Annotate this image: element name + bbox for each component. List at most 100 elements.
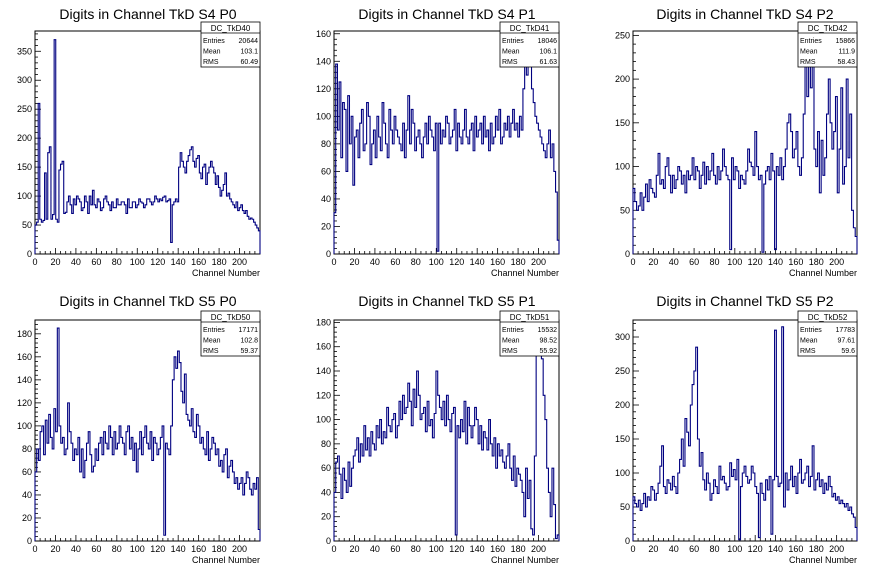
x-tick-label: 100 xyxy=(727,544,742,554)
stats-value-rms: 58.43 xyxy=(837,59,855,66)
chart-title: Digits in Channel TkD S5 P2 xyxy=(656,293,833,309)
histogram-panel-1: Digits in Channel TkD S4 P1 0 20 40 60 80 100 1… xyxy=(316,6,560,278)
x-tick-label: 180 xyxy=(809,257,824,267)
histogram-panel-3: Digits in Channel TkD S5 P0 0 20 40 60 80 100 1… xyxy=(17,293,261,565)
x-tick-label: 140 xyxy=(768,257,783,267)
x-tick-label: 80 xyxy=(709,544,719,554)
stats-box: DC_TkD50 Entries 17171 Mean 102.8 RMS 59.37 xyxy=(200,310,261,357)
stats-key-mean: Mean xyxy=(800,338,818,345)
stats-value-rms: 59.6 xyxy=(841,348,855,355)
x-tick-label: 100 xyxy=(429,544,444,554)
x-tick-label: 80 xyxy=(411,544,421,554)
stats-box-frame xyxy=(200,21,261,68)
y-tick-label: 0 xyxy=(326,249,331,259)
stats-box: DC_TkD41 Entries 18046 Mean 106.1 RMS 61.63 xyxy=(499,21,560,68)
y-tick-label: 200 xyxy=(615,74,630,84)
y-tick-label: 100 xyxy=(316,111,331,121)
x-tick-label: 120 xyxy=(150,544,165,554)
x-tick-label: 120 xyxy=(748,544,763,554)
y-tick-label: 50 xyxy=(620,205,630,215)
y-tick-label: 350 xyxy=(17,46,32,56)
x-tick-label: 120 xyxy=(449,257,464,267)
y-tick-label: 60 xyxy=(321,463,331,473)
y-tick-label: 0 xyxy=(326,536,331,546)
x-tick-label: 140 xyxy=(171,544,186,554)
y-tick-label: 0 xyxy=(27,536,32,546)
y-tick-label: 250 xyxy=(615,366,630,376)
x-tick-label: 40 xyxy=(370,544,380,554)
stats-key-rms: RMS xyxy=(502,348,518,355)
x-tick-label: 20 xyxy=(648,544,658,554)
x-tick-label: 100 xyxy=(429,257,444,267)
chart-title: Digits in Channel TkD S5 P0 xyxy=(59,293,236,309)
histogram-panel-5: Digits in Channel TkD S5 P2 0 20 40 60 80 100 1… xyxy=(615,293,858,565)
stats-key-rms: RMS xyxy=(502,59,518,66)
x-tick-label: 160 xyxy=(490,257,505,267)
histogram-series-0 xyxy=(34,327,261,541)
stats-value-entries: 17171 xyxy=(239,327,259,334)
histogram-series-0 xyxy=(632,39,858,254)
y-tick-label: 300 xyxy=(615,332,630,342)
histogram-series-0 xyxy=(333,321,560,541)
x-tick-label: 0 xyxy=(331,544,336,554)
x-tick-label: 0 xyxy=(331,257,336,267)
stats-box: DC_TkD42 Entries 15866 Mean 111.9 RMS 58.43 xyxy=(797,21,858,68)
y-tick-label: 40 xyxy=(321,487,331,497)
x-tick-label: 80 xyxy=(411,257,421,267)
stats-name: DC_TkD40 xyxy=(211,24,251,33)
stats-key-mean: Mean xyxy=(203,338,221,345)
y-tick-label: 180 xyxy=(316,317,331,327)
stats-key-entries: Entries xyxy=(502,327,524,334)
x-tick-label: 120 xyxy=(150,257,165,267)
x-tick-label: 40 xyxy=(71,544,81,554)
y-tick-label: 100 xyxy=(17,191,32,201)
stats-value-entries: 18046 xyxy=(538,38,558,45)
x-tick-label: 20 xyxy=(50,544,60,554)
stats-value-entries: 20644 xyxy=(239,38,259,45)
x-tick-label: 0 xyxy=(32,257,37,267)
x-tick-label: 60 xyxy=(689,544,699,554)
y-tick-label: 80 xyxy=(22,444,32,454)
y-tick-label: 0 xyxy=(27,249,32,259)
stats-value-rms: 61.63 xyxy=(539,59,557,66)
x-tick-label: 120 xyxy=(748,257,763,267)
histogram-series-0 xyxy=(632,326,858,541)
x-tick-label: 100 xyxy=(130,544,145,554)
x-tick-label: 160 xyxy=(788,544,803,554)
stats-box-frame xyxy=(797,21,858,68)
x-tick-label: 20 xyxy=(349,544,359,554)
x-tick-label: 80 xyxy=(112,257,122,267)
x-tick-label: 120 xyxy=(449,544,464,554)
y-tick-label: 100 xyxy=(17,421,32,431)
x-tick-label: 60 xyxy=(390,544,400,554)
x-tick-label: 0 xyxy=(32,544,37,554)
stats-key-rms: RMS xyxy=(800,348,816,355)
y-tick-label: 40 xyxy=(321,194,331,204)
x-axis-label: Channel Number xyxy=(192,555,260,565)
stats-name: DC_TkD42 xyxy=(808,24,848,33)
x-tick-label: 140 xyxy=(470,257,485,267)
x-tick-label: 40 xyxy=(669,257,679,267)
y-tick-label: 120 xyxy=(316,390,331,400)
x-tick-label: 20 xyxy=(50,257,60,267)
y-tick-label: 50 xyxy=(620,502,630,512)
x-tick-label: 60 xyxy=(390,257,400,267)
stats-value-mean: 102.8 xyxy=(240,338,258,345)
stats-box: DC_TkD51 Entries 15532 Mean 98.52 RMS 55.92 xyxy=(499,310,560,357)
stats-value-rms: 60.49 xyxy=(240,59,258,66)
y-tick-label: 140 xyxy=(17,375,32,385)
stats-key-entries: Entries xyxy=(800,38,822,45)
x-tick-label: 200 xyxy=(232,257,247,267)
stats-key-entries: Entries xyxy=(800,327,822,334)
stats-box-frame xyxy=(499,310,560,357)
stats-key-entries: Entries xyxy=(502,38,524,45)
y-tick-label: 120 xyxy=(316,84,331,94)
histogram-series-0 xyxy=(333,33,560,254)
histogram-panel-0: Digits in Channel TkD S4 P0 0 20 40 60 80 100 1… xyxy=(17,6,261,278)
x-tick-label: 140 xyxy=(171,257,186,267)
y-tick-label: 100 xyxy=(615,468,630,478)
y-tick-label: 250 xyxy=(17,104,32,114)
x-axis-label: Channel Number xyxy=(789,268,857,278)
stats-value-mean: 106.1 xyxy=(539,49,557,56)
x-axis-label: Channel Number xyxy=(192,268,260,278)
